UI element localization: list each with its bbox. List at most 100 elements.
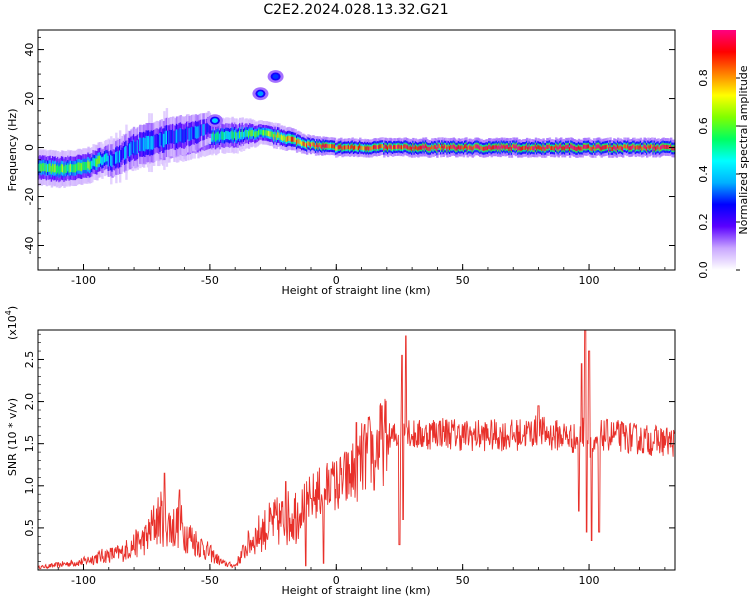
spectrogram-cell (203, 123, 207, 136)
spectrogram-cell (639, 144, 643, 149)
spectrogram-blob (257, 91, 264, 97)
spectrogram-x-tick-label: 0 (333, 274, 340, 287)
spectrogram-cell (653, 144, 656, 149)
spectrogram-cell (59, 165, 62, 174)
spectrogram-cell (341, 146, 344, 151)
spectrogram-cell (196, 126, 199, 139)
spectrogram-cell (106, 153, 109, 162)
spectrogram-cell (596, 144, 600, 149)
spectrogram-cell (97, 156, 100, 165)
spectrogram-cell (103, 154, 107, 163)
spectrogram-cell (130, 142, 133, 156)
spectrogram-cell (201, 124, 204, 136)
spectrogram-cell (474, 144, 477, 149)
spectrogram-cell (217, 131, 220, 140)
spectrogram-cell (495, 144, 498, 149)
spectrogram-cell (390, 145, 394, 150)
spectrogram-cell (451, 145, 454, 150)
spectrogram-cell (294, 137, 298, 143)
spectrogram-cell (649, 144, 653, 149)
spectrogram-cell (554, 144, 558, 149)
snr-panel: -100 -50 0 50 100 0.5 1.0 1.5 2.0 2.5 Height of s… (4, 306, 676, 597)
spectrogram-cell (654, 146, 658, 151)
spectrogram-cell (378, 145, 381, 150)
spectrogram-cell (246, 129, 250, 137)
spectrogram-cell (163, 133, 166, 148)
spectrogram-cell (503, 144, 506, 149)
spectrogram-cell (230, 131, 233, 140)
spectrogram-cell (153, 135, 156, 149)
spectrogram-cell (403, 144, 406, 149)
spectrogram-cell (584, 144, 587, 149)
spectrogram-frame (37, 29, 676, 271)
spectrogram-cell (174, 131, 177, 145)
snr-y-tick-label: 0.5 (23, 519, 36, 537)
spectrogram-cell (302, 141, 305, 146)
spectrogram-cell (170, 129, 174, 144)
snr-series-line (38, 330, 675, 570)
spectrogram-cell (304, 142, 308, 147)
spectrogram-cell (190, 127, 194, 140)
colorbar-ticks: 0.0 0.2 0.4 0.6 0.8 (697, 69, 740, 279)
spectrogram-cell (309, 143, 313, 148)
spectrogram-cell (275, 134, 279, 140)
spectrogram-blob (272, 74, 279, 79)
spectrogram-cell (356, 146, 359, 151)
spectrogram-cell (311, 142, 314, 147)
spectrogram-cell (609, 144, 612, 149)
spectrogram-cell (165, 130, 169, 145)
spectrogram-cell (81, 163, 84, 172)
spectrogram-cell (360, 145, 363, 150)
spectrogram-cell (271, 131, 275, 138)
spectrogram-cell (518, 145, 521, 150)
spectrogram-cell (402, 145, 405, 150)
spectrogram-cell (380, 144, 383, 149)
spectrogram-cell (386, 146, 390, 151)
spectrogram-cell (572, 145, 576, 150)
spectrogram-cell (404, 144, 407, 149)
spectrogram-cell (405, 144, 409, 149)
spectrogram-cell (116, 150, 119, 163)
spectrogram-y-tick-label: -20 (23, 188, 36, 206)
spectrogram-cell (198, 125, 201, 138)
spectrogram-cell (370, 146, 373, 151)
spectrogram-cell (120, 150, 123, 163)
spectrogram-cell (281, 135, 285, 142)
spectrogram-cell (450, 144, 453, 149)
spectrogram-cell (288, 135, 291, 141)
spectrogram-cell (359, 144, 362, 149)
spectrogram-cell (178, 128, 181, 143)
spectrogram-cell (79, 162, 83, 172)
spectrogram-cell (206, 123, 209, 135)
spectrogram-cell (57, 164, 60, 173)
spectrogram-cell (556, 145, 559, 150)
spectrogram-cell (533, 146, 536, 151)
spectrogram-cell (529, 146, 533, 151)
spectrogram-cell (355, 145, 358, 150)
spectrogram-cell (366, 145, 370, 150)
spectrogram-cell (239, 130, 242, 139)
spectrogram-cell (300, 141, 304, 147)
spectrogram-cell (331, 144, 334, 149)
spectrogram-cell (384, 144, 387, 149)
spectrogram-cell (634, 146, 638, 151)
spectrogram-cell (204, 123, 208, 135)
snr-x-tick-label: -50 (201, 574, 219, 587)
spectrogram-cell (514, 145, 517, 150)
spectrogram-cell (573, 145, 577, 150)
spectrogram-cell (589, 145, 592, 150)
spectrogram-cell (115, 152, 118, 164)
spectrogram-cell (410, 146, 414, 151)
spectrogram-cell (223, 132, 227, 141)
spectrogram-cell (462, 146, 466, 151)
spectrogram-cell (345, 145, 348, 150)
spectrogram-cell (86, 162, 89, 171)
spectrogram-cell (194, 125, 198, 139)
spectrogram-cell (89, 161, 93, 170)
spectrogram-x-tick-label: -50 (201, 274, 219, 287)
spectrogram-cell (141, 137, 145, 152)
spectrogram-cell (446, 146, 449, 151)
spectrogram-cell (547, 145, 550, 150)
spectrogram-cell (672, 146, 675, 151)
spectrogram-cell (156, 133, 160, 148)
